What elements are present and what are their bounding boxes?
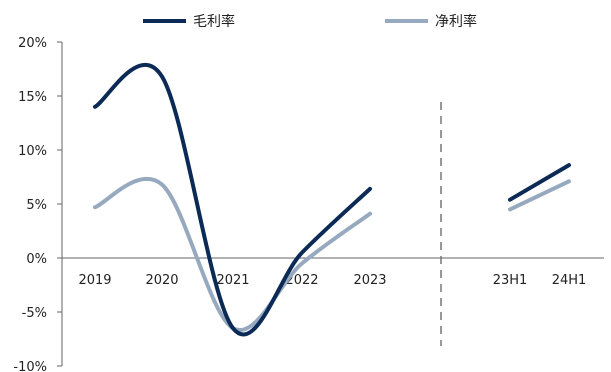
legend: 毛利率 净利率 <box>143 13 477 30</box>
y-tick-label: -10% <box>13 360 47 372</box>
net-margin-line-segment-1 <box>93 176 372 333</box>
x-tick-label: 2019 <box>78 273 111 288</box>
x-tick-label: 2021 <box>216 273 249 288</box>
net-margin-line-segment-2 <box>508 179 571 212</box>
y-tick-label: -5% <box>22 306 47 321</box>
x-tick-label: 2020 <box>145 273 178 288</box>
x-tick-label: 24H1 <box>552 273 587 288</box>
x-tick-label: 2022 <box>285 273 318 288</box>
x-axis-ticks: 2019 2020 2021 2022 2023 23H1 24H1 <box>78 273 586 288</box>
gross-margin-line-segment-2 <box>508 163 571 202</box>
series-lines <box>93 63 571 337</box>
x-tick-label: 2023 <box>353 273 386 288</box>
y-axis-ticks: 20% 15% 10% 5% 0% -5% -10% <box>13 36 62 372</box>
y-tick-label: 10% <box>18 144 47 159</box>
y-tick-label: 5% <box>26 198 47 213</box>
gross-margin-line-segment-1 <box>93 63 372 337</box>
x-tick-label: 23H1 <box>493 273 528 288</box>
y-tick-label: 20% <box>18 36 47 51</box>
legend-label-net-margin: 净利率 <box>435 13 477 30</box>
legend-label-gross-margin: 毛利率 <box>193 13 235 30</box>
y-tick-label: 0% <box>26 252 47 267</box>
y-tick-label: 15% <box>18 90 47 105</box>
